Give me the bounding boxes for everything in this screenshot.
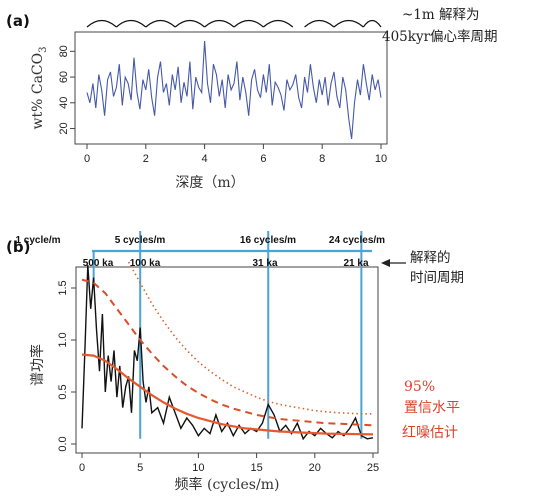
caco3-series-line (86, 40, 382, 139)
panel-b-series (81, 261, 374, 441)
panel-a-cycle-arc (204, 19, 235, 28)
panel-a-ytick-label: 60 (58, 71, 70, 83)
period-marker-cycles: 24 cycles/m (329, 235, 385, 246)
panel-a-cycle-arc (263, 19, 294, 28)
period-marker-ka: 31 ka (252, 258, 277, 269)
panel-a-cycle-arc (233, 19, 264, 28)
period-marker-cycles: 16 cycles/m (240, 235, 296, 246)
panel-a-ytick-label: 40 (58, 97, 70, 109)
spectrum-red-noise-line (81, 353, 374, 436)
panel-a-cycle-arc (86, 19, 117, 28)
spectrum-conf-95-line (81, 278, 374, 427)
panel-a-xtick-label: 10 (375, 153, 387, 165)
panel-b-frame (75, 266, 379, 454)
panel-b-xtick-label: 20 (309, 462, 321, 474)
period-annotation-line1: 解释的 (410, 250, 451, 266)
panel-a-cycle-arc (174, 19, 205, 28)
panel-a-cycle-arc (304, 19, 335, 28)
panel-b-label: (b) (6, 238, 30, 256)
period-arrow (381, 259, 406, 267)
period-marker-cycles: 1 cycle/m (15, 235, 60, 246)
panel-b-chart: 0.0 0.5 1.0 1.5 0 5 10 15 20 25 1 cycle/m 500 ka 5… (15, 231, 464, 493)
panel-a-xtick-label: 4 (202, 153, 208, 165)
panel-a-x-ticks: 0 2 4 6 8 10 (84, 144, 387, 165)
panel-b-ytick-label: 0.5 (57, 384, 69, 399)
period-marker-ka: 500 ka (83, 258, 114, 269)
red-noise-annotation: 红噪估计 (402, 425, 458, 441)
panel-a-xlabel: 深度（m） (175, 175, 244, 191)
panel-b-y-ticks: 0.0 0.5 1.0 1.5 (57, 280, 76, 452)
panel-a-xtick-label: 8 (319, 153, 325, 165)
panel-a-ytick-label: 20 (58, 122, 70, 134)
panel-a-cycle-arc (333, 19, 364, 28)
panel-a-series (86, 40, 382, 139)
panel-a-frame (74, 31, 388, 145)
panel-b-ytick-label: 1.0 (57, 332, 69, 347)
panel-a-xtick-label: 2 (143, 153, 149, 165)
panel-b-xtick-label: 15 (250, 462, 262, 474)
spectrum-spectrum-line (81, 265, 374, 441)
panel-b-xlabel: 频率 (cycles/m) (175, 476, 280, 493)
panel-a-ytick-label: 80 (58, 45, 70, 57)
confidence-annotation-line2: 置信水平 (404, 400, 460, 416)
panel-a-xtick-label: 6 (260, 153, 266, 165)
panel-b-ylabel: 谱功率 (29, 344, 46, 386)
panel-a-annotation-line2: 405kyr偏心率周期 (382, 28, 498, 45)
panel-a-xtick-label: 0 (84, 153, 90, 165)
panel-a-annotation-line1: ~1m 解释为 (402, 7, 480, 23)
panel-b-xtick-label: 25 (367, 462, 379, 474)
panel-a-cycle-arc (362, 19, 382, 28)
panel-b-xtick-label: 10 (192, 462, 204, 474)
panel-b-xtick-label: 5 (137, 462, 143, 474)
panel-b-xtick-label: 0 (79, 462, 85, 474)
period-marker-ka: 100 ka (130, 258, 161, 269)
panel-b-ytick-label: 1.5 (57, 280, 69, 295)
panel-a-cycle-arc (145, 19, 176, 28)
panel-a-ylabel: wt% CaCO3 (30, 47, 49, 130)
panel-b-period-markers: 1 cycle/m 500 ka 5 cycles/m 100 ka 16 cycles… (15, 231, 385, 439)
spectrum-conf-dotted-line (127, 261, 373, 415)
panel-b-ytick-label: 0.0 (57, 436, 69, 451)
panel-a-cycle-arcs (86, 19, 382, 28)
confidence-annotation-line1: 95% (404, 379, 435, 395)
panel-a-cycle-arc (116, 19, 147, 28)
period-marker-cycles: 5 cycles/m (115, 235, 166, 246)
panel-a-y-ticks: 20 40 60 80 (58, 45, 75, 135)
panel-b-x-ticks: 0 5 10 15 20 25 (79, 453, 379, 474)
panel-a-chart: 20 40 60 80 0 2 4 6 8 10 深度（m） wt% CaCO3 ~1m 解释为… (30, 7, 498, 191)
panel-a-label: (a) (6, 12, 30, 30)
period-marker-ka: 21 ka (343, 258, 368, 269)
period-annotation-line2: 时间周期 (410, 270, 464, 286)
